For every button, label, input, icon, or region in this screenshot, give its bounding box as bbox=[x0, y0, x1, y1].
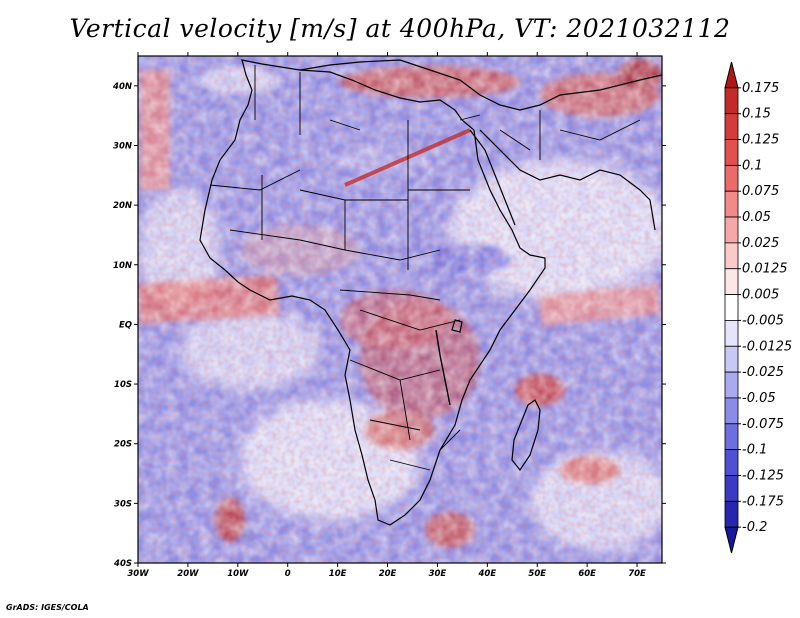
colorbar-label: 0.15 bbox=[742, 107, 771, 122]
colorbar-segment bbox=[724, 423, 739, 451]
eurasia-coast bbox=[299, 59, 662, 111]
africa-coastline bbox=[199, 59, 546, 526]
red-sea-coast bbox=[469, 129, 516, 226]
country-borders bbox=[209, 65, 641, 471]
lon-tick-label: 40E bbox=[478, 569, 497, 579]
lon-tick-label: 70E bbox=[628, 569, 646, 579]
colorbar-segment bbox=[724, 475, 739, 502]
lon-tick-label: 10E bbox=[329, 569, 347, 579]
lat-tick-label: 20N bbox=[113, 201, 132, 211]
coastlines bbox=[199, 59, 662, 526]
colorbar-segment bbox=[724, 371, 739, 399]
colorbar-segment bbox=[724, 397, 739, 425]
colorbar-label: -0.075 bbox=[742, 417, 784, 432]
colorbar-top-arrow bbox=[724, 61, 739, 89]
lat-tick-label: 10N bbox=[113, 261, 132, 271]
colorbar-segment bbox=[724, 87, 739, 115]
lat-tick-label: 30S bbox=[114, 499, 132, 509]
colorbar-segment bbox=[724, 500, 739, 528]
colorbar-segment bbox=[724, 216, 739, 244]
lon-tick-label: 30W bbox=[127, 569, 149, 579]
colorbar-label: -0.025 bbox=[742, 365, 784, 380]
colorbar-segment bbox=[724, 268, 739, 295]
lat-tick-label: 40S bbox=[113, 559, 132, 569]
colorbar-segment bbox=[724, 139, 739, 166]
lon-tick-label: 20E bbox=[379, 569, 397, 579]
lon-tick-label: 10W bbox=[227, 569, 249, 579]
colorbar-label: -0.005 bbox=[742, 313, 784, 328]
colorbar-label: 0.125 bbox=[742, 133, 779, 148]
lake-victoria bbox=[451, 319, 463, 333]
colorbar-segment bbox=[724, 242, 739, 270]
colorbar-label: -0.125 bbox=[742, 468, 784, 483]
colorbar-label: 0.025 bbox=[742, 236, 779, 251]
colorbar-segment bbox=[724, 164, 739, 192]
colorbar-label: 0.005 bbox=[742, 288, 779, 303]
colorbar-label: 0.05 bbox=[742, 210, 771, 225]
arabia-coast bbox=[479, 129, 656, 231]
lat-tick-label: EQ bbox=[119, 320, 132, 330]
lon-tick-label: 0 bbox=[285, 569, 291, 579]
colorbar-segment bbox=[724, 113, 739, 140]
colorbar-segment bbox=[724, 294, 739, 321]
colorbar-label: -0.175 bbox=[742, 494, 784, 509]
longitude-axis: 30W 20W 10W 0 10E 20E 30E 40E 50E 60E 70E bbox=[127, 52, 646, 579]
colorbar-label: -0.05 bbox=[742, 391, 776, 406]
lon-tick-label: 60E bbox=[578, 569, 596, 579]
lat-tick-label: 10S bbox=[114, 380, 132, 390]
colorbar: 0.175 0.15 0.125 0.1 0.075 0.05 0.025 0.0125 0.0… bbox=[724, 61, 792, 554]
colorbar-label: -0.0125 bbox=[742, 339, 792, 354]
lon-tick-label: 20W bbox=[177, 569, 199, 579]
colorbar-label: 0.1 bbox=[742, 158, 763, 173]
latitude-axis: 40N 30N 20N 10N EQ 10S 20S 30S 40S bbox=[112, 82, 666, 569]
colorbar-segment bbox=[724, 190, 739, 218]
colorbar-label: 0.0125 bbox=[742, 262, 788, 277]
colorbar-bottom-arrow bbox=[724, 526, 739, 554]
lon-tick-label: 50E bbox=[528, 569, 546, 579]
lat-tick-label: 30N bbox=[113, 141, 132, 151]
colorbar-segment bbox=[724, 345, 739, 373]
colorbar-segment bbox=[724, 320, 739, 347]
colorbar-label: -0.1 bbox=[742, 443, 767, 458]
lat-tick-label: 20S bbox=[114, 440, 132, 450]
colorbar-segment bbox=[724, 449, 739, 476]
colorbar-label: -0.2 bbox=[742, 520, 767, 535]
lake-outlines bbox=[435, 329, 451, 406]
jet-stripe bbox=[344, 128, 471, 187]
map-title: Vertical velocity [m/s] at 400hPa, VT: 2… bbox=[69, 14, 731, 43]
lat-tick-label: 40N bbox=[112, 82, 132, 92]
velocity-field bbox=[138, 56, 662, 563]
colorbar-label: 0.175 bbox=[742, 81, 779, 96]
lon-tick-label: 30E bbox=[429, 569, 447, 579]
colorbar-label: 0.075 bbox=[742, 184, 779, 199]
map-frame bbox=[137, 55, 663, 564]
footer-credit: GrADS: IGES/COLA bbox=[6, 603, 89, 612]
madagascar-coastline bbox=[511, 399, 541, 472]
